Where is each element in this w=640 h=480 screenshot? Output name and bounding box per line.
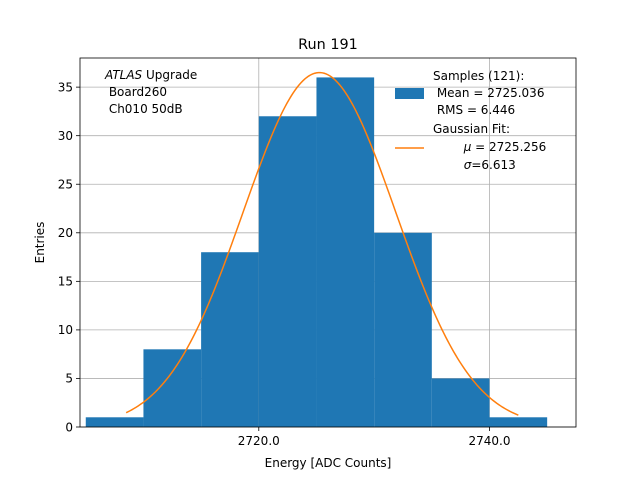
y-tick-label: 25 xyxy=(58,178,73,192)
histogram-bar xyxy=(489,417,548,427)
y-axis-label: Entries xyxy=(33,222,47,264)
annotation-board: Board260 xyxy=(105,85,167,99)
histogram-bars xyxy=(85,77,548,428)
y-axis-ticks: 0 5 10 15 20 25 30 35 xyxy=(58,80,80,434)
legend-fit-sigma-value: =6.613 xyxy=(471,158,515,172)
annotation-channel: Ch010 50dB xyxy=(105,102,183,116)
legend-fit-title: Gaussian Fit: xyxy=(433,122,510,136)
svg-text:μ = 2725.256: μ = 2725.256 xyxy=(433,140,565,154)
legend-fit-mu-symbol: μ xyxy=(463,140,472,154)
y-tick-label: 5 xyxy=(65,372,73,386)
histogram-bar xyxy=(258,116,317,428)
annotation-experiment: ATLAS xyxy=(104,68,143,82)
chart-title: Run 191 xyxy=(298,37,358,53)
histogram-bar xyxy=(85,417,144,427)
x-axis-label: Energy [ADC Counts] xyxy=(265,456,392,470)
axes-frame xyxy=(79,57,577,428)
histogram-bar xyxy=(143,349,202,427)
y-tick-label: 10 xyxy=(58,323,73,337)
x-axis-ticks: 2720.0 2740.0 xyxy=(238,427,510,448)
legend-samples-label: Samples (121): xyxy=(433,69,524,83)
x-tick-label: 2740.0 xyxy=(468,434,510,448)
plot-area: 2720.0 2740.0 0 5 10 15 20 25 30 35 xyxy=(58,57,577,448)
legend: Samples (121): Mean = 2725.036 RMS = 6.4… xyxy=(395,69,565,172)
svg-text:ATLAS Upgrade: ATLAS Upgrade xyxy=(104,68,197,82)
y-tick-label: 30 xyxy=(58,129,73,143)
y-tick-label: 0 xyxy=(65,420,73,434)
histogram-bar xyxy=(316,77,375,427)
legend-rms-label: RMS = 6.446 xyxy=(433,103,515,117)
histogram-bar xyxy=(374,232,432,427)
histogram-bar xyxy=(201,252,259,427)
y-tick-label: 35 xyxy=(58,80,73,94)
experiment-annotation: ATLAS Upgrade Board260 Ch010 50dB xyxy=(104,68,197,116)
y-tick-label: 15 xyxy=(58,275,73,289)
gaussian-fit-curve xyxy=(125,71,519,416)
legend-mean-label: Mean = 2725.036 xyxy=(433,86,544,100)
x-tick-label: 2720.0 xyxy=(238,434,280,448)
legend-fit-sigma-symbol: σ xyxy=(464,158,472,172)
legend-fit-mu-value: = 2725.256 xyxy=(471,140,546,154)
histogram-bar xyxy=(431,378,490,427)
annotation-experiment-suffix: Upgrade xyxy=(142,68,197,82)
y-tick-label: 20 xyxy=(58,226,73,240)
svg-text:σ=6.613: σ=6.613 xyxy=(433,158,535,172)
legend-histogram-swatch xyxy=(395,88,424,99)
